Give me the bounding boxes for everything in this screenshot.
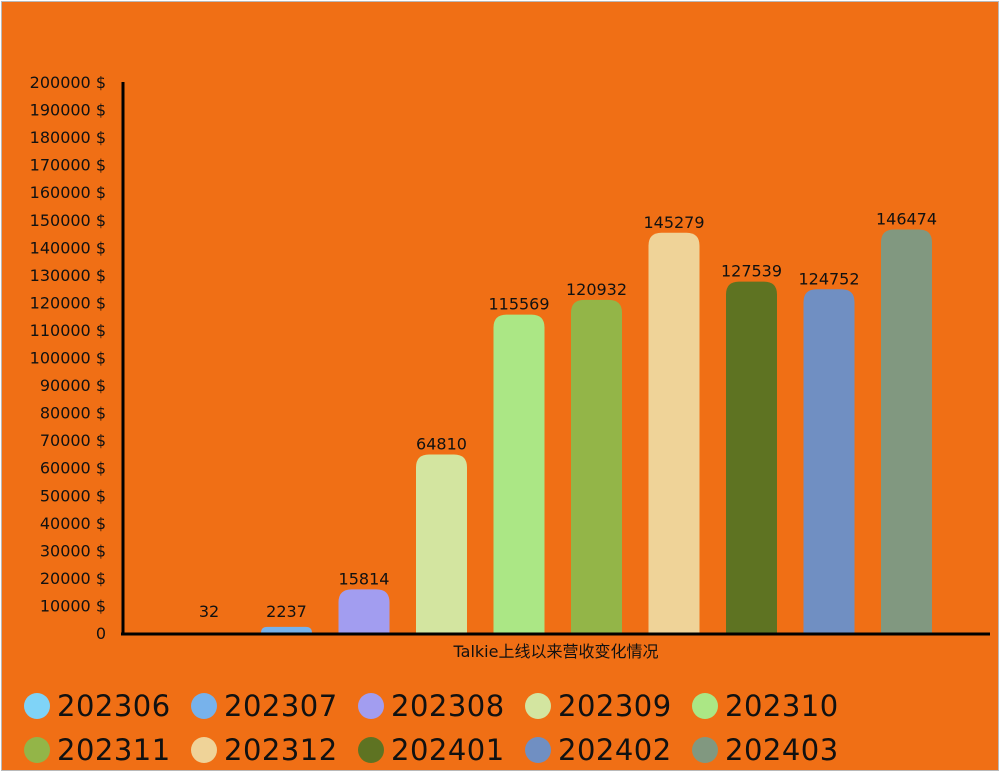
y-tick-label: 120000 $ [30, 293, 106, 312]
legend-row: 202306 202307 202308 202309 202310 [24, 684, 984, 728]
data-labels-group: 32 2237 15814 64810 115569 120932 145279 127539… [199, 209, 937, 621]
legend-item: 202307 [191, 689, 358, 723]
legend-swatch [358, 737, 384, 763]
bar-202309 [416, 454, 467, 633]
y-tick-label: 170000 $ [30, 156, 106, 175]
bar-202310 [493, 314, 545, 633]
legend-item: 202402 [525, 733, 692, 767]
y-tick-label: 100000 $ [30, 349, 106, 368]
legend-label: 202312 [224, 733, 338, 767]
legend: 202306 202307 202308 202309 202310 202311 2023… [24, 684, 984, 770]
legend-label: 202311 [57, 733, 171, 767]
bar-value-label: 2237 [266, 602, 307, 621]
legend-label: 202309 [558, 689, 672, 723]
bar-chart: 0 10000 $ 20000 $ 30000 $ 40000 $ 50000 $ 6000… [30, 73, 990, 661]
x-axis-title: Talkie上线以来营收变化情况 [453, 642, 659, 661]
bar-value-label: 32 [199, 602, 219, 621]
legend-swatch [24, 737, 50, 763]
y-tick-label: 0 [96, 624, 106, 643]
legend-label: 202307 [224, 689, 338, 723]
bar-value-label: 146474 [876, 209, 937, 228]
legend-item: 202306 [24, 689, 191, 723]
y-tick-label: 140000 $ [30, 238, 106, 257]
bar-value-label: 127539 [721, 262, 782, 281]
y-tick-label: 160000 $ [30, 183, 106, 202]
bar-202312 [648, 232, 700, 633]
legend-label: 202401 [391, 733, 505, 767]
legend-swatch [525, 737, 551, 763]
bar-202308 [338, 589, 390, 633]
y-tick-label: 40000 $ [40, 514, 106, 533]
legend-item: 202309 [525, 689, 692, 723]
legend-swatch [692, 693, 718, 719]
bars-group [261, 229, 932, 634]
bar-value-label: 115569 [488, 295, 549, 314]
y-tick-label: 150000 $ [30, 211, 106, 230]
bar-202311 [571, 299, 622, 633]
legend-item: 202311 [24, 733, 191, 767]
legend-label: 202308 [391, 689, 505, 723]
bar-202402 [803, 289, 855, 633]
bar-202307 [261, 626, 312, 633]
y-tick-label: 70000 $ [40, 431, 106, 450]
legend-item: 202401 [358, 733, 525, 767]
legend-swatch [525, 693, 551, 719]
legend-row: 202311 202312 202401 202402 202403 [24, 728, 984, 770]
y-tick-label: 110000 $ [30, 321, 106, 340]
legend-item: 202310 [692, 689, 859, 723]
bar-value-label: 64810 [416, 434, 467, 453]
y-tick-label: 10000 $ [40, 596, 106, 615]
bar-value-label: 120932 [566, 280, 627, 299]
y-tick-label: 60000 $ [40, 459, 106, 478]
y-tick-label: 90000 $ [40, 376, 106, 395]
legend-swatch [358, 693, 384, 719]
legend-item: 202403 [692, 733, 859, 767]
legend-label: 202402 [558, 733, 672, 767]
legend-label: 202306 [57, 689, 171, 723]
y-axis-ticks: 0 10000 $ 20000 $ 30000 $ 40000 $ 50000 $ 6000… [30, 73, 106, 643]
legend-item: 202308 [358, 689, 525, 723]
legend-swatch [24, 693, 50, 719]
legend-swatch [692, 737, 718, 763]
y-tick-label: 50000 $ [40, 486, 106, 505]
bar-value-label: 15814 [339, 569, 390, 588]
legend-label: 202403 [725, 733, 839, 767]
bar-202401 [726, 281, 777, 633]
bar-202403 [881, 229, 932, 634]
legend-swatch [191, 737, 217, 763]
legend-swatch [191, 693, 217, 719]
y-tick-label: 30000 $ [40, 541, 106, 560]
y-tick-label: 130000 $ [30, 266, 106, 285]
y-tick-label: 180000 $ [30, 128, 106, 147]
bar-value-label: 124752 [798, 269, 859, 288]
legend-label: 202310 [725, 689, 839, 723]
y-tick-label: 200000 $ [30, 73, 106, 92]
bar-value-label: 145279 [643, 213, 704, 232]
y-tick-label: 20000 $ [40, 569, 106, 588]
y-tick-label: 190000 $ [30, 101, 106, 120]
legend-item: 202312 [191, 733, 358, 767]
y-tick-label: 80000 $ [40, 404, 106, 423]
